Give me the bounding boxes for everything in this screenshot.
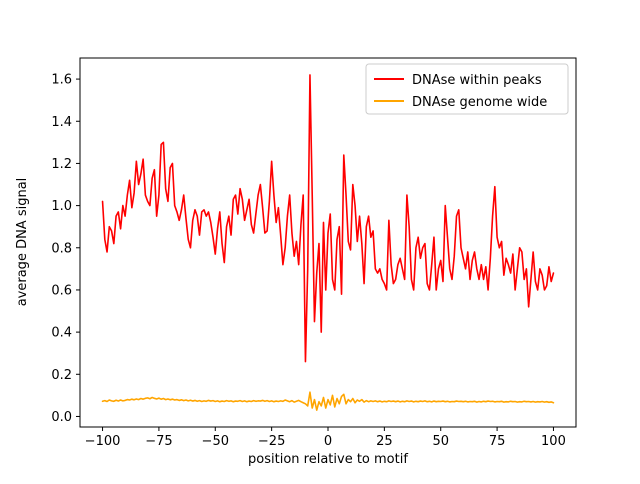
x-tick-label: 25 (376, 434, 393, 449)
x-tick-label: −75 (145, 434, 172, 449)
x-tick-label: 100 (541, 434, 566, 449)
y-tick-label: 0.8 (51, 241, 72, 256)
y-tick-label: 1.2 (51, 157, 72, 172)
y-tick-label: 0.0 (51, 410, 72, 425)
series-line-0 (101, 74, 555, 363)
series-line-1 (101, 391, 555, 411)
y-tick-label: 1.6 (51, 73, 72, 88)
x-tick-label: −50 (202, 434, 229, 449)
y-axis-label: average DNA signal (15, 178, 30, 307)
y-axis-ticks: 0.0 0.2 0.4 0.6 0.8 1.0 1.2 1.4 1.6 (51, 73, 80, 425)
y-tick-label: 0.6 (51, 283, 72, 298)
x-tick-label: −100 (85, 434, 121, 449)
y-tick-label: 0.2 (51, 368, 72, 383)
x-tick-label: −25 (258, 434, 285, 449)
legend-box (365, 63, 569, 115)
x-axis-ticks: −100 −75 −50 −25 0 25 50 75 100 (85, 427, 566, 449)
y-tick-label: 0.4 (51, 326, 72, 341)
x-tick-label: 50 (432, 434, 449, 449)
x-tick-label: 0 (324, 434, 332, 449)
legend-label-peaks: DNAse within peaks (412, 73, 542, 88)
y-tick-label: 1.0 (51, 199, 72, 214)
y-tick-label: 1.4 (51, 115, 72, 130)
legend: DNAse within peaks DNAse genome wide (365, 63, 569, 115)
x-tick-label: 75 (489, 434, 506, 449)
plot-series (101, 74, 555, 411)
legend-label-genome: DNAse genome wide (412, 95, 547, 110)
x-axis-label: position relative to motif (248, 452, 408, 467)
